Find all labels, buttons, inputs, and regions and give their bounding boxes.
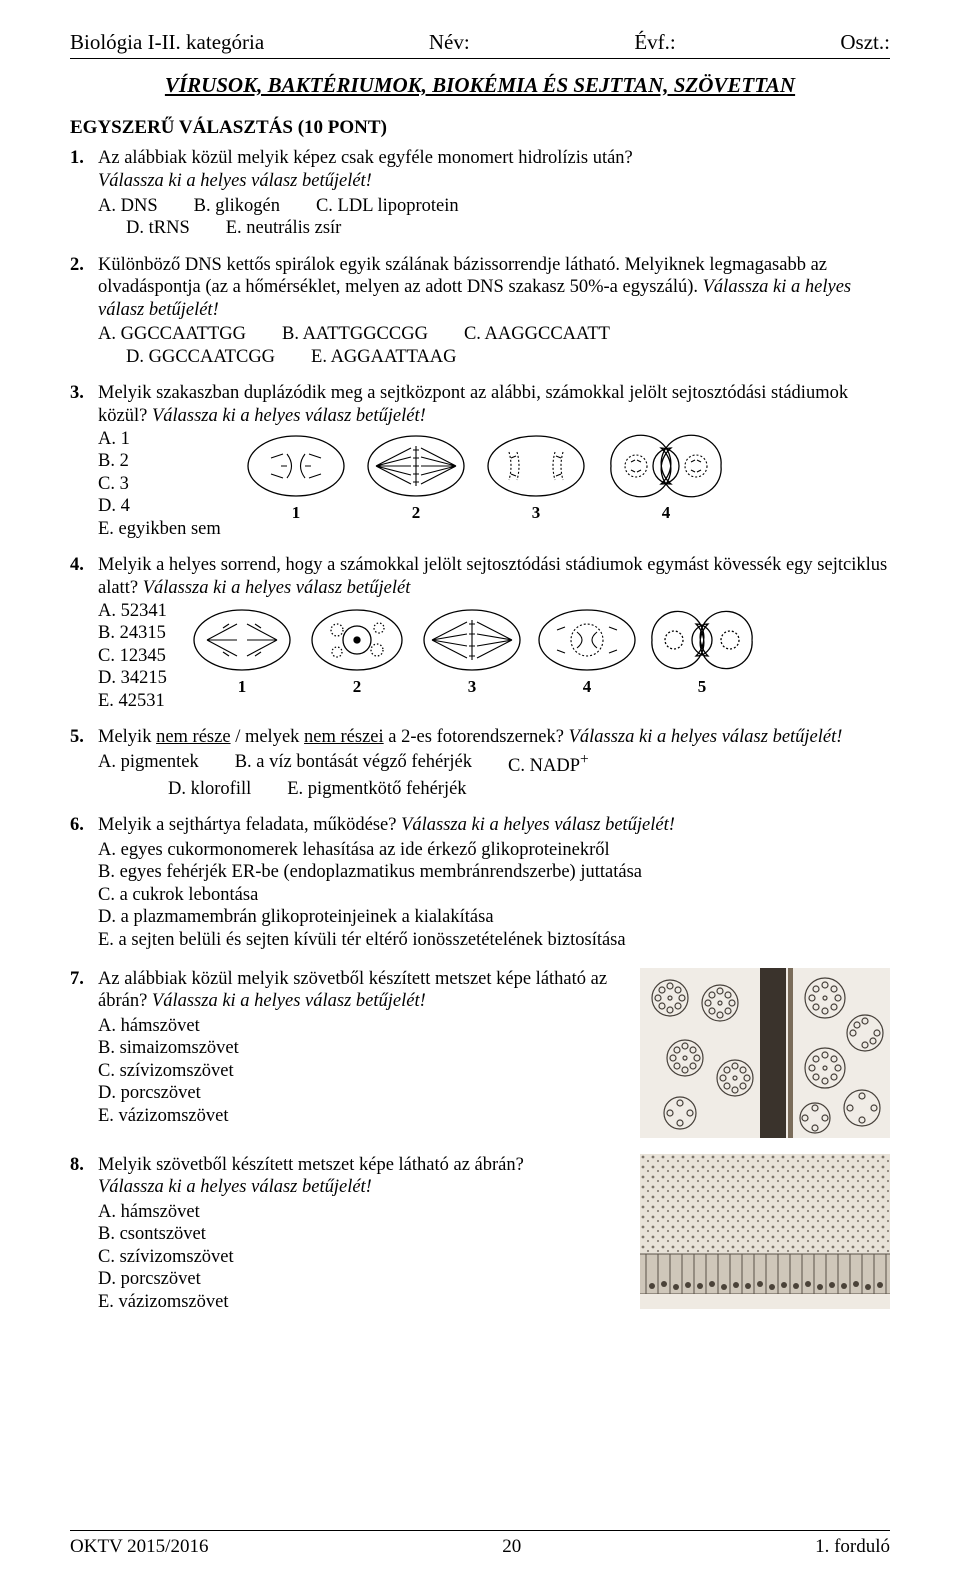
tissue-micrograph-2-icon xyxy=(640,1154,890,1309)
q3-label-2: 2 xyxy=(412,503,421,522)
q3-num: 3. xyxy=(70,382,98,540)
q1-instr: Válassza ki a helyes válasz betűjelét! xyxy=(98,171,372,191)
q7-instr: Válassza ki a helyes válasz betűjelét! xyxy=(152,991,426,1011)
question-1: 1. Az alábbiak közül melyik képez csak e… xyxy=(70,147,890,239)
q5-opt-d: D. klorofill xyxy=(168,778,251,801)
q4-label-3: 3 xyxy=(468,677,477,696)
q4-opt-a: A. 52341 xyxy=(98,600,167,623)
q4-opt-c: C. 12345 xyxy=(98,645,167,668)
q7-opt-d: D. porcszövet xyxy=(98,1082,620,1105)
q3-opt-c: C. 3 xyxy=(98,473,221,496)
q5-opt-e: E. pigmentkötő fehérjék xyxy=(287,778,466,801)
question-5: 5. Melyik nem része / melyek nem részei … xyxy=(70,726,890,800)
q3-opt-a: A. 1 xyxy=(98,428,221,451)
q7-opt-c: C. szívizomszövet xyxy=(98,1060,620,1083)
q1-opt-d: D. tRNS xyxy=(126,217,190,240)
q4-opt-e: E. 42531 xyxy=(98,690,167,713)
page-title: VÍRUSOK, BAKTÉRIUMOK, BIOKÉMIA ÉS SEJTTA… xyxy=(70,73,890,99)
q3-label-4: 4 xyxy=(662,503,671,522)
q4-label-5: 5 xyxy=(698,677,707,696)
q2-opt-b: B. AATTGGCCGG xyxy=(282,323,428,346)
q5-u1: nem része xyxy=(156,727,230,747)
hdr-left: Biológia I-II. kategória xyxy=(70,30,264,56)
q3-opt-d: D. 4 xyxy=(98,495,221,518)
q3-opt-b: B. 2 xyxy=(98,450,221,473)
q2-opt-c: C. AAGGCCAATT xyxy=(464,323,610,346)
section-heading: EGYSZERŰ VÁLASZTÁS (10 PONT) xyxy=(70,116,890,139)
tissue-micrograph-1-icon xyxy=(640,968,890,1138)
q6-opt-d: D. a plazmamembrán glikoproteinjeinek a … xyxy=(98,906,890,929)
q8-opt-a: A. hámszövet xyxy=(98,1201,620,1224)
q6-opt-a: A. egyes cukormonomerek lehasítása az id… xyxy=(98,839,890,862)
question-7: 7. Az alábbiak közül melyik szövetből ké… xyxy=(70,968,890,1138)
cellcycle-5-icon: 1 2 3 4 5 xyxy=(187,600,787,700)
q5-opt-a: A. pigmentek xyxy=(98,751,199,778)
q2-opt-d: D. GGCCAATCGG xyxy=(126,346,275,369)
q4-label-2: 2 xyxy=(353,677,362,696)
question-4: 4. Melyik a helyes sorrend, hogy a számo… xyxy=(70,554,890,712)
q8-opt-d: D. porcszövet xyxy=(98,1268,620,1291)
q6-opt-b: B. egyes fehérjék ER-be (endoplazmatikus… xyxy=(98,861,890,884)
mitosis-4-icon: 1 2 3 4 xyxy=(241,428,761,523)
q7-opt-e: E. vázizomszövet xyxy=(98,1105,620,1128)
q5-opt-c: C. NADP+ xyxy=(508,751,589,778)
question-2: 2. Különböző DNS kettős spirálok egyik s… xyxy=(70,254,890,369)
q8-instr: Válassza ki a helyes válasz betűjelét! xyxy=(98,1177,372,1197)
q8-opt-e: E. vázizomszövet xyxy=(98,1291,620,1314)
hdr-year: Évf.: xyxy=(634,30,675,56)
footer-right: 1. forduló xyxy=(815,1535,890,1558)
q4-num: 4. xyxy=(70,554,98,712)
q1-opt-c: C. LDL lipoprotein xyxy=(316,195,459,218)
page-footer: OKTV 2015/2016 20 1. forduló xyxy=(70,1530,890,1558)
q6-instr: Válassza ki a helyes válasz betűjelét! xyxy=(401,815,675,835)
q5-lead: Melyik xyxy=(98,727,156,747)
q4-label-4: 4 xyxy=(583,677,592,696)
question-8: 8. Melyik szövetből készített metszet ké… xyxy=(70,1154,890,1314)
q5-u2: nem részei xyxy=(304,727,384,747)
q8-num: 8. xyxy=(70,1154,98,1314)
q6-opt-e: E. a sejten belüli és sejten kívüli tér … xyxy=(98,929,890,952)
q2-opt-a: A. GGCCAATTGG xyxy=(98,323,246,346)
q6-text: Melyik a sejthártya feladata, működése? xyxy=(98,815,401,835)
q7-num: 7. xyxy=(70,968,98,1138)
q6-opt-c: C. a cukrok lebontása xyxy=(98,884,890,907)
q5-num: 5. xyxy=(70,726,98,800)
footer-center: 20 xyxy=(502,1535,521,1558)
hdr-name: Név: xyxy=(429,30,470,56)
q8-opt-c: C. szívizomszövet xyxy=(98,1246,620,1269)
q5-mid1: / melyek xyxy=(231,727,304,747)
q2-num: 2. xyxy=(70,254,98,369)
hdr-class: Oszt.: xyxy=(840,30,890,56)
q6-num: 6. xyxy=(70,814,98,951)
page: Biológia I-II. kategória Név: Évf.: Oszt… xyxy=(0,0,960,1580)
q1-num: 1. xyxy=(70,147,98,239)
q4-opt-d: D. 34215 xyxy=(98,667,167,690)
q5-opt-b: B. a víz bontását végző fehérjék xyxy=(235,751,472,778)
question-list: 1. Az alábbiak közül melyik képez csak e… xyxy=(70,147,890,1313)
q7-opt-b: B. simaizomszövet xyxy=(98,1037,620,1060)
page-header: Biológia I-II. kategória Név: Évf.: Oszt… xyxy=(70,30,890,59)
q1-opt-a: A. DNS xyxy=(98,195,158,218)
q4-label-1: 1 xyxy=(238,677,247,696)
q1-opt-e: E. neutrális zsír xyxy=(226,217,342,240)
q4-opt-b: B. 24315 xyxy=(98,622,167,645)
q3-label-1: 1 xyxy=(292,503,301,522)
q2-opt-e: E. AGGAATTAAG xyxy=(311,346,456,369)
q1-opt-b: B. glikogén xyxy=(194,195,280,218)
q3-instr: Válassza ki a helyes válasz betűjelét! xyxy=(152,406,426,426)
q1-text: Az alábbiak közül melyik képez csak egyf… xyxy=(98,148,633,168)
footer-left: OKTV 2015/2016 xyxy=(70,1535,208,1558)
q4-instr: Válassza ki a helyes válasz betűjelét xyxy=(143,578,411,598)
q3-opt-e: E. egyikben sem xyxy=(98,518,221,541)
q5-mid2: a 2-es fotorendszernek? xyxy=(384,727,569,747)
q3-label-3: 3 xyxy=(532,503,541,522)
q8-opt-b: B. csontszövet xyxy=(98,1223,620,1246)
q7-opt-a: A. hámszövet xyxy=(98,1015,620,1038)
q8-text: Melyik szövetből készített metszet képe … xyxy=(98,1155,524,1175)
q5-instr: Válassza ki a helyes válasz betűjelét! xyxy=(569,727,843,747)
question-6: 6. Melyik a sejthártya feladata, működés… xyxy=(70,814,890,951)
question-3: 3. Melyik szakaszban duplázódik meg a se… xyxy=(70,382,890,540)
